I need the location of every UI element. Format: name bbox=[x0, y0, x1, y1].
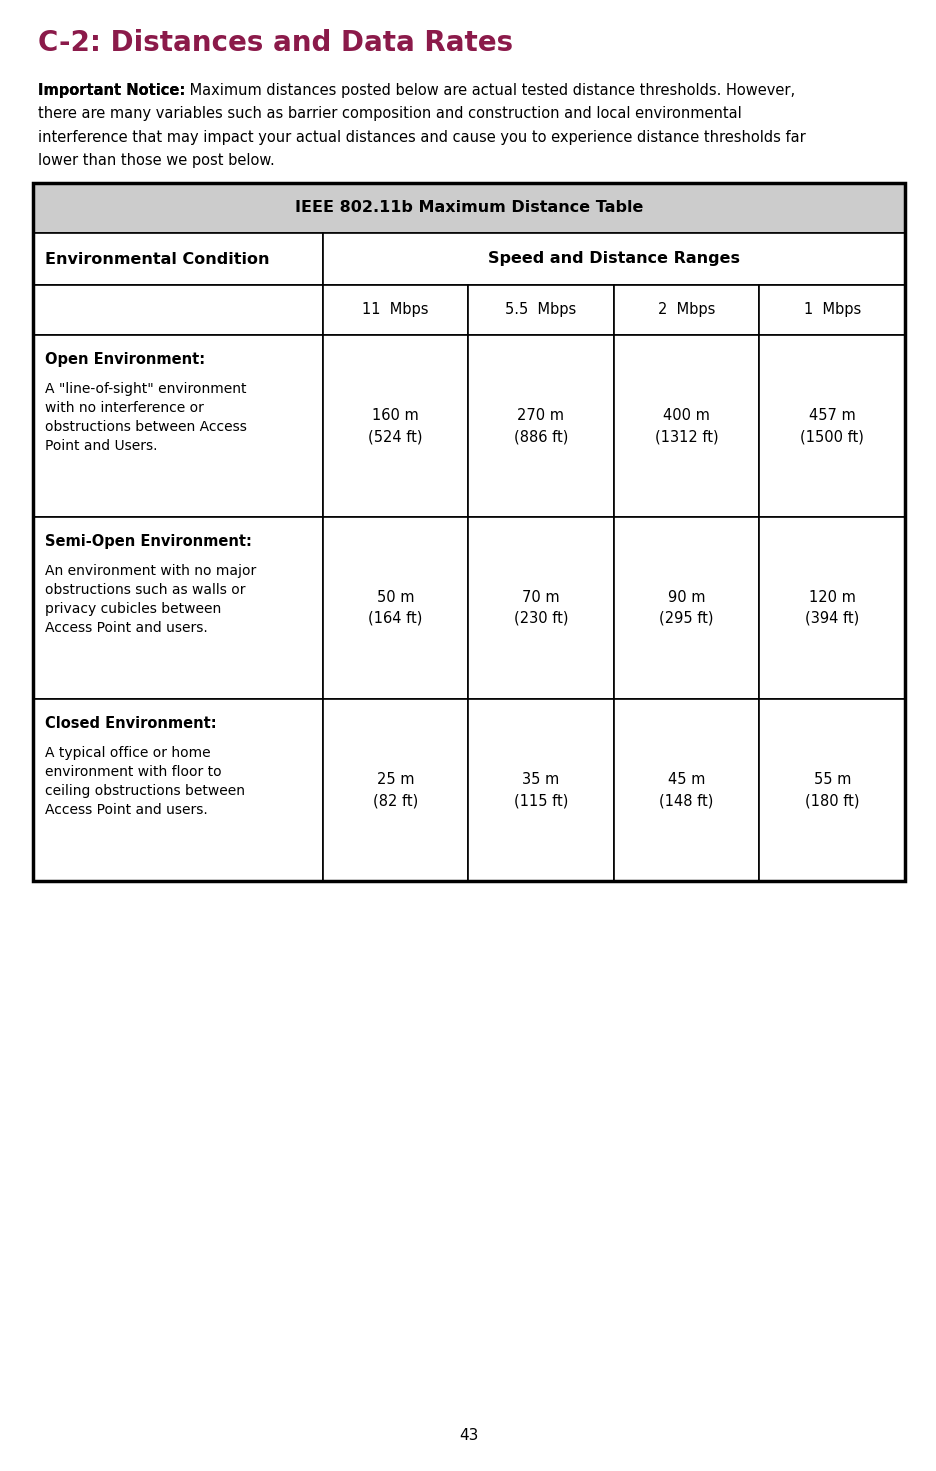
Bar bbox=[468, 699, 613, 881]
Text: Important Notice:: Important Notice: bbox=[38, 82, 185, 99]
Text: lower than those we post below.: lower than those we post below. bbox=[38, 153, 274, 169]
Bar bbox=[468, 516, 613, 699]
Bar bbox=[33, 699, 322, 881]
Bar bbox=[33, 285, 322, 335]
Text: 45 m
(148 ft): 45 m (148 ft) bbox=[659, 772, 713, 808]
Bar bbox=[613, 335, 758, 516]
Bar bbox=[758, 516, 904, 699]
Text: 70 m
(230 ft): 70 m (230 ft) bbox=[513, 590, 567, 627]
Bar bbox=[758, 699, 904, 881]
Text: A typical office or home
environment with floor to
ceiling obstructions between
: A typical office or home environment wit… bbox=[45, 746, 244, 816]
Bar bbox=[33, 182, 904, 881]
Bar bbox=[33, 232, 322, 285]
Bar bbox=[33, 335, 322, 516]
Bar bbox=[33, 182, 904, 232]
Text: Maximum distances posted below are actual tested distance thresholds. However,: Maximum distances posted below are actua… bbox=[185, 82, 795, 99]
Text: 43: 43 bbox=[459, 1428, 477, 1443]
Text: Important Notice:: Important Notice: bbox=[38, 82, 185, 99]
Bar bbox=[322, 232, 904, 285]
Text: 5.5  Mbps: 5.5 Mbps bbox=[505, 303, 576, 318]
Text: Environmental Condition: Environmental Condition bbox=[45, 252, 270, 266]
Text: IEEE 802.11b Maximum Distance Table: IEEE 802.11b Maximum Distance Table bbox=[295, 200, 642, 215]
Bar bbox=[468, 285, 613, 335]
Text: 160 m
(524 ft): 160 m (524 ft) bbox=[368, 407, 422, 444]
Text: 400 m
(1312 ft): 400 m (1312 ft) bbox=[654, 407, 718, 444]
Text: 25 m
(82 ft): 25 m (82 ft) bbox=[373, 772, 417, 808]
Text: Open Environment:: Open Environment: bbox=[45, 352, 205, 366]
Text: An environment with no major
obstructions such as walls or
privacy cubicles betw: An environment with no major obstruction… bbox=[45, 563, 256, 635]
Bar bbox=[758, 285, 904, 335]
Bar bbox=[322, 699, 468, 881]
Text: 457 m
(1500 ft): 457 m (1500 ft) bbox=[799, 407, 863, 444]
Text: Closed Environment:: Closed Environment: bbox=[45, 716, 216, 731]
Text: Semi-Open Environment:: Semi-Open Environment: bbox=[45, 534, 252, 549]
Text: 11  Mbps: 11 Mbps bbox=[361, 303, 428, 318]
Text: A "line-of-sight" environment
with no interference or
obstructions between Acces: A "line-of-sight" environment with no in… bbox=[45, 382, 246, 453]
Text: 55 m
(180 ft): 55 m (180 ft) bbox=[804, 772, 858, 808]
Text: 50 m
(164 ft): 50 m (164 ft) bbox=[368, 590, 422, 627]
Bar bbox=[322, 335, 468, 516]
Bar bbox=[613, 285, 758, 335]
Text: there are many variables such as barrier composition and construction and local : there are many variables such as barrier… bbox=[38, 106, 741, 122]
Bar bbox=[468, 335, 613, 516]
Text: 90 m
(295 ft): 90 m (295 ft) bbox=[659, 590, 713, 627]
Text: 35 m
(115 ft): 35 m (115 ft) bbox=[513, 772, 567, 808]
Text: 270 m
(886 ft): 270 m (886 ft) bbox=[513, 407, 567, 444]
Text: interference that may impact your actual distances and cause you to experience d: interference that may impact your actual… bbox=[38, 129, 805, 146]
Bar bbox=[613, 516, 758, 699]
Text: 1  Mbps: 1 Mbps bbox=[803, 303, 860, 318]
Bar bbox=[322, 516, 468, 699]
Text: 120 m
(394 ft): 120 m (394 ft) bbox=[804, 590, 858, 627]
Bar bbox=[322, 285, 468, 335]
Bar bbox=[33, 516, 322, 699]
Text: Speed and Distance Ranges: Speed and Distance Ranges bbox=[488, 252, 739, 266]
Bar bbox=[758, 335, 904, 516]
Text: C-2: Distances and Data Rates: C-2: Distances and Data Rates bbox=[38, 29, 513, 57]
Bar bbox=[613, 699, 758, 881]
Text: 2  Mbps: 2 Mbps bbox=[657, 303, 714, 318]
